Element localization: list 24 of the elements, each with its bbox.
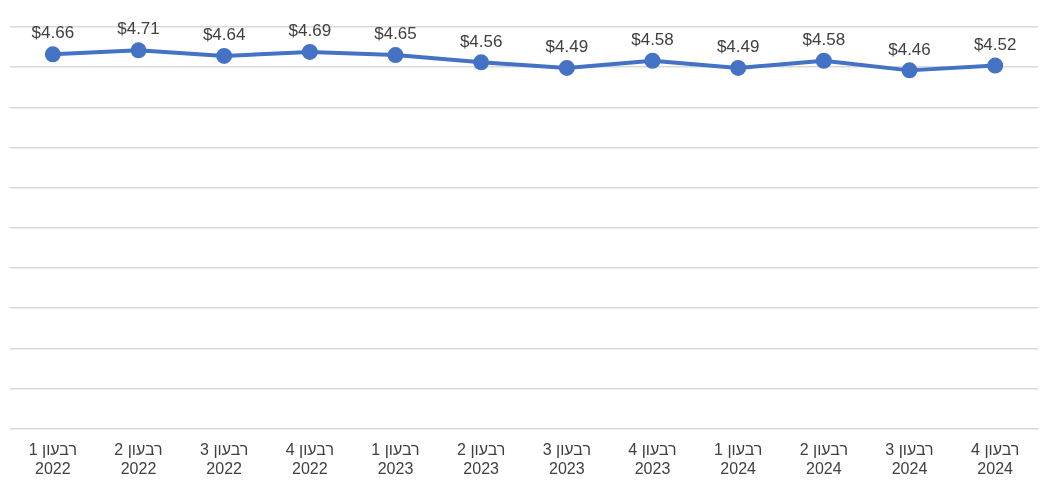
data-label: $4.56	[459, 31, 503, 51]
point	[644, 52, 661, 69]
point	[387, 47, 404, 64]
data-label: $4.65	[374, 24, 417, 44]
point	[558, 59, 575, 76]
data-label: $4.66	[31, 23, 75, 43]
data-label: $4.46	[888, 39, 931, 59]
data-label: $4.71	[117, 19, 160, 39]
data-label: $4.58	[631, 29, 674, 49]
point	[815, 52, 832, 69]
data-label: $4.58	[802, 29, 846, 49]
point	[44, 46, 61, 63]
point	[216, 47, 233, 64]
data-label: $4.64	[202, 25, 246, 45]
point	[901, 62, 918, 79]
data-label: $4.49	[545, 37, 589, 57]
point	[130, 42, 147, 59]
point	[301, 43, 318, 60]
point	[987, 57, 1004, 74]
data-label: $4.49	[716, 37, 760, 57]
point	[730, 59, 747, 76]
point	[473, 54, 490, 71]
data-label: $4.52	[973, 34, 1017, 54]
data-label: $4.69	[288, 21, 332, 41]
